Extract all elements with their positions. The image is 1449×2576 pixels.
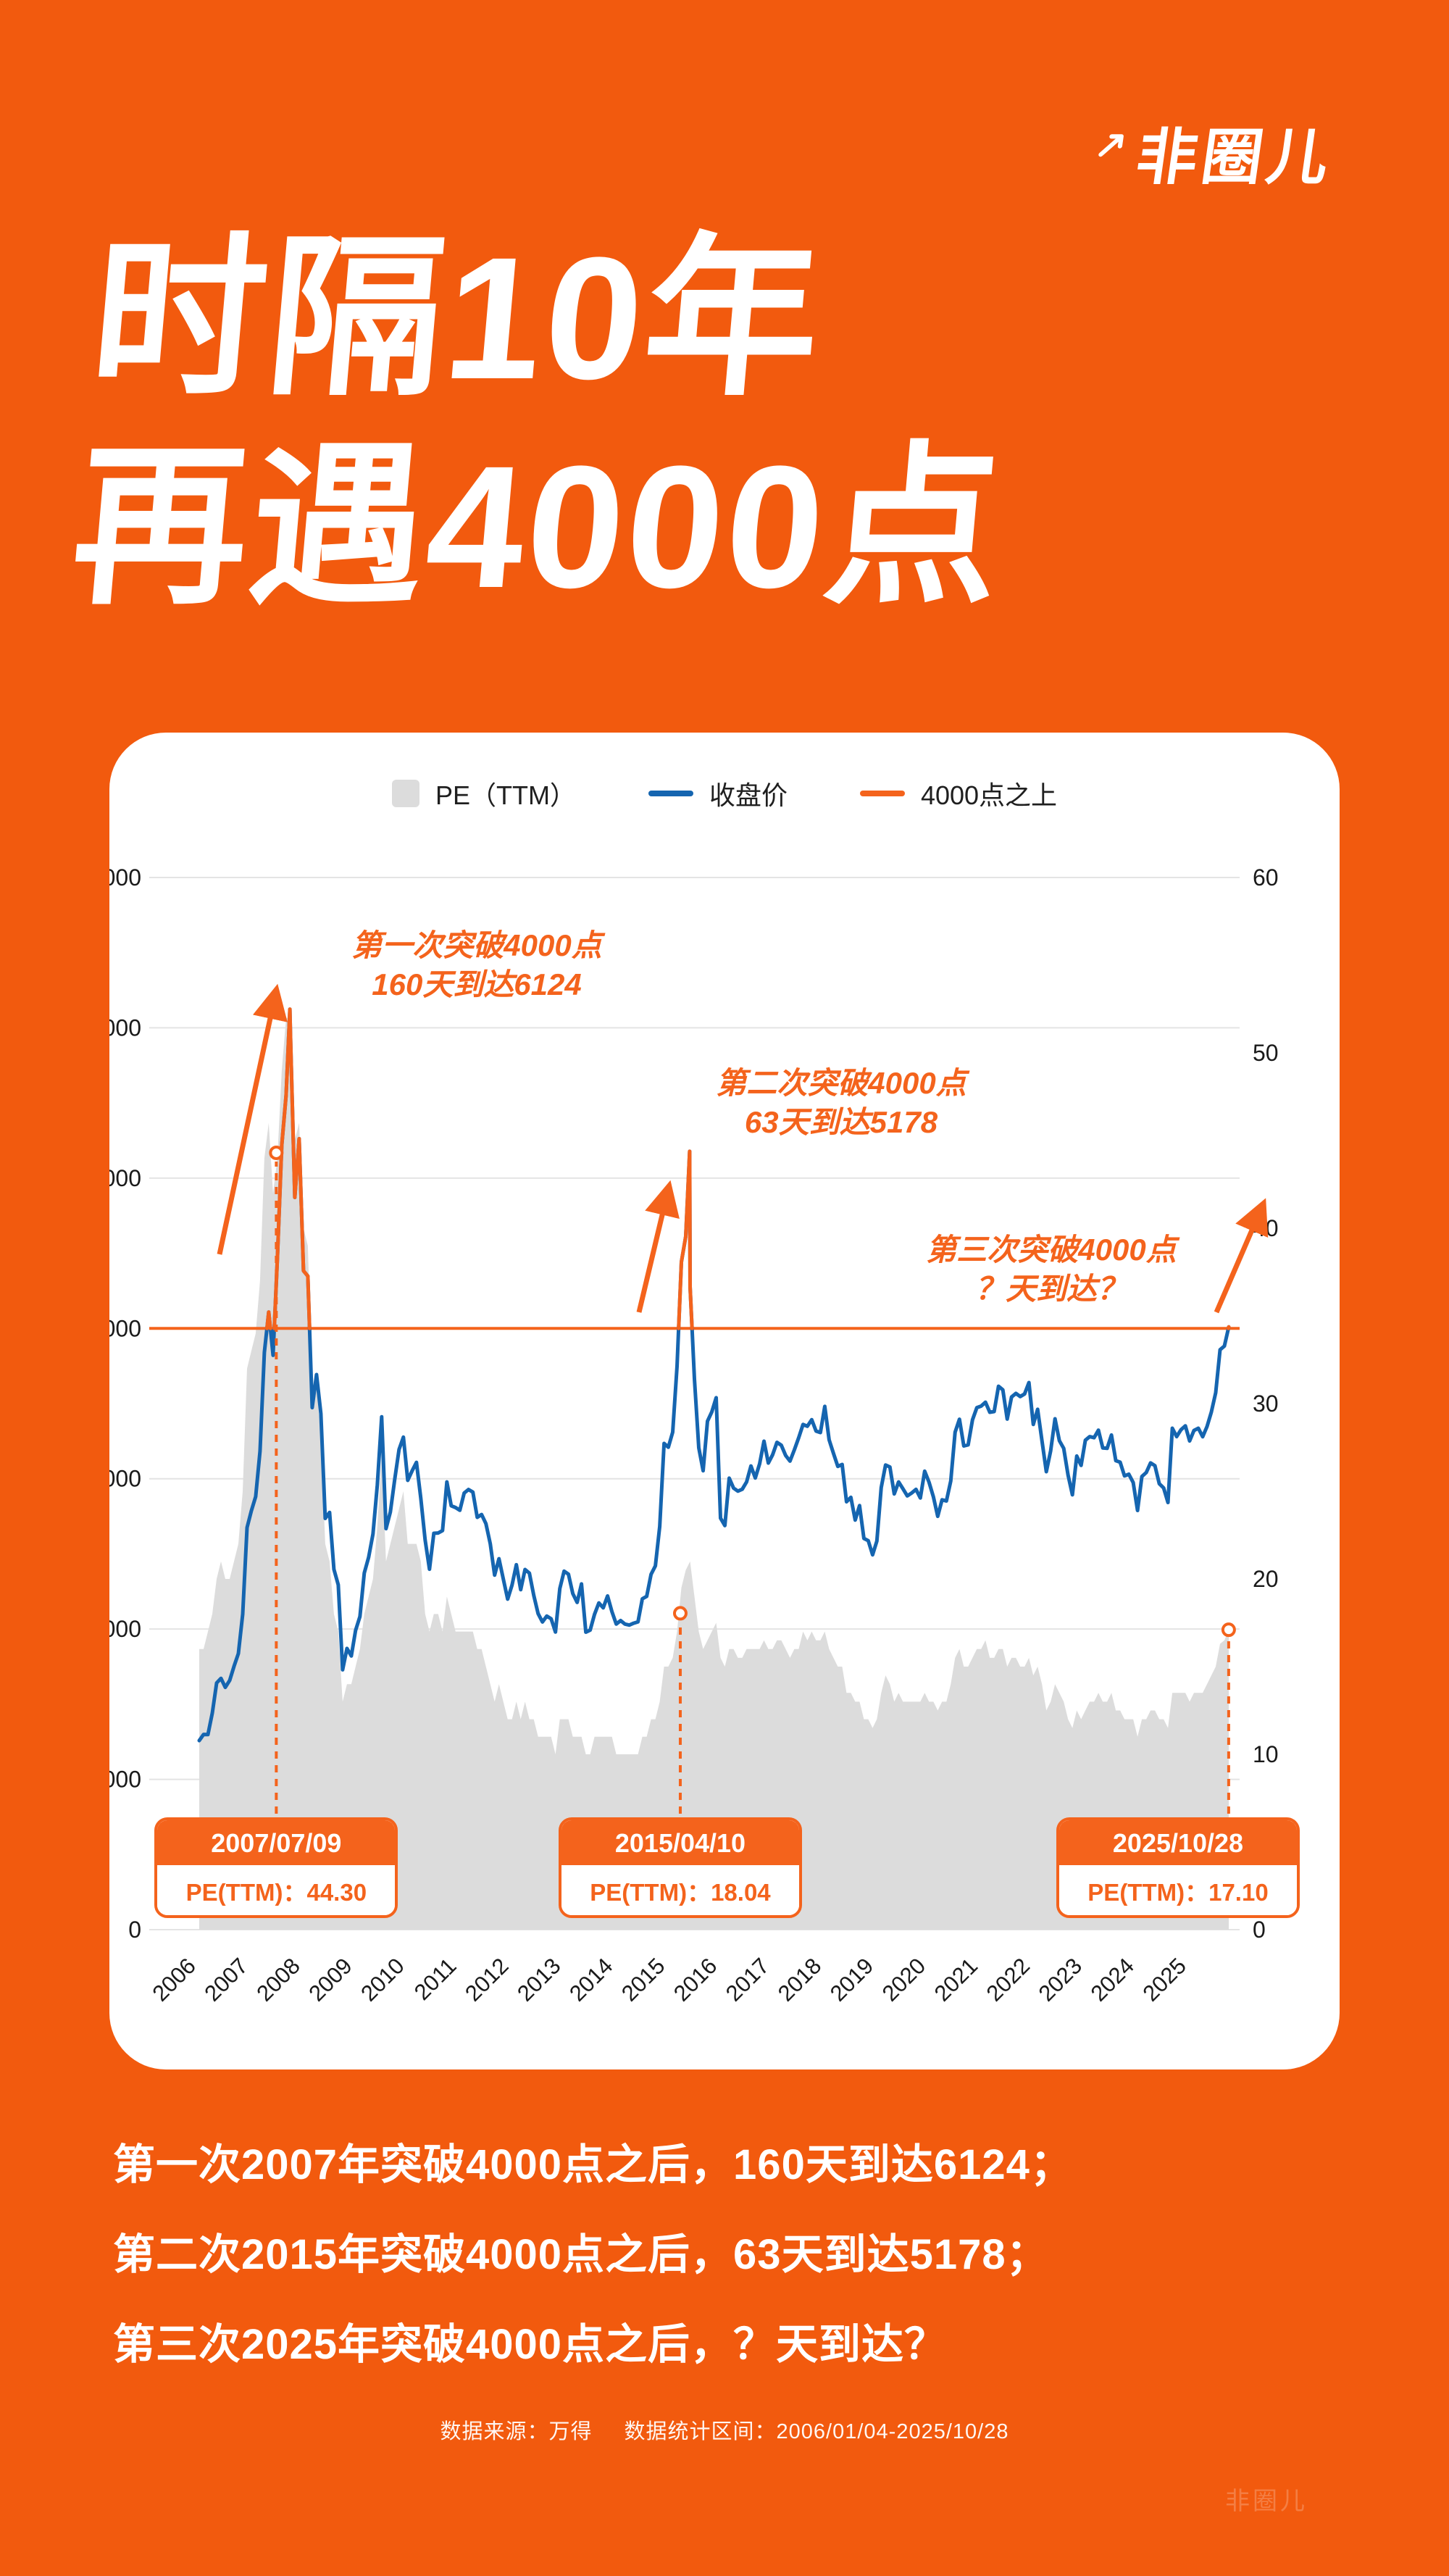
right-axis-label: 30 [1253, 1391, 1279, 1417]
left-axis-label: 4000 [109, 1315, 141, 1341]
chart-annotation: 第一次突破4000点 [351, 928, 605, 962]
right-axis-label: 0 [1253, 1917, 1266, 1943]
poster: 非圈儿 时隔10年 再遇4000点 PE（TTM） 收盘价 4000点之上 0 1… [0, 0, 1449, 2515]
watermark: 非圈儿 [1225, 2488, 1308, 2515]
right-axis-label: 20 [1253, 1566, 1279, 1592]
year-axis-label: 2008 [251, 1953, 305, 2006]
year-axis-label: 2011 [409, 1953, 462, 2005]
legend-item-pe: PE（TTM） [391, 775, 576, 812]
year-axis-label: 2024 [1086, 1953, 1140, 2006]
above-4000-line [265, 1310, 272, 1330]
close-price-line [197, 1007, 1231, 1743]
chart-annotation: 160天到达6124 [372, 967, 582, 1001]
brand-logo: 非圈儿 [1090, 109, 1339, 196]
pe-ttm-area [199, 1017, 1229, 1930]
year-axis-label: 2019 [825, 1953, 879, 2006]
right-axis-label: 10 [1253, 1741, 1279, 1767]
data-source-note: 数据来源：万得 数据统计区间：2006/01/04-2025/10/28 [0, 2414, 1449, 2445]
title-line-2: 再遇4000点 [65, 430, 1012, 624]
year-axis-label: 2020 [877, 1953, 931, 2006]
left-axis-label: 6000 [109, 1014, 141, 1041]
year-axis-label: 2010 [356, 1953, 409, 2006]
year-axis-label: 2022 [982, 1953, 1035, 2006]
year-axis-label: 2014 [564, 1953, 618, 2006]
left-axis-label: 7000 [109, 864, 141, 891]
above-4000-line [272, 1007, 312, 1330]
year-axis-label: 2023 [1034, 1953, 1087, 2006]
chart-card: PE（TTM） 收盘价 4000点之上 01000200030004000500… [109, 733, 1340, 2069]
right-axis-label: 50 [1253, 1040, 1279, 1066]
year-axis-label: 2015 [617, 1953, 670, 2006]
year-axis-label: 2021 [930, 1953, 983, 2006]
data-source: 数据来源：万得 [440, 2420, 593, 2443]
left-axis-label: 5000 [109, 1165, 141, 1191]
chart-legend: PE（TTM） 收盘价 4000点之上 [109, 733, 1340, 820]
marker-dot [672, 1606, 688, 1621]
year-axis-label: 2025 [1137, 1953, 1191, 2006]
legend-item-close: 收盘价 [648, 775, 788, 812]
above4000-line-swatch [859, 791, 905, 796]
year-axis-label: 2018 [773, 1953, 827, 2006]
left-axis-label: 2000 [109, 1616, 141, 1642]
logo-arrow-icon [1098, 133, 1124, 157]
annotation-arrow [217, 983, 288, 1255]
legend-label-close: 收盘价 [709, 780, 788, 810]
marker-dot [1221, 1622, 1236, 1638]
marker-callout-2025: 2025/10/28 PE(TTM)：17.10 [1056, 1817, 1300, 1918]
marker-pe-2025: PE(TTM)：17.10 [1059, 1865, 1297, 1915]
legend-label-pe: PE（TTM） [435, 780, 576, 810]
year-axis-label: 2017 [721, 1953, 774, 2006]
marker-date-2007: 2007/07/09 [157, 1820, 396, 1865]
price-pe-chart: 0100020003000400050006000700001020304050… [109, 864, 1279, 2006]
chart-annotation: 第二次突破4000点 [716, 1066, 969, 1100]
summary-line-1: 第一次2007年突破4000点之后，160天到达6124； [113, 2141, 1073, 2188]
data-range: 数据统计区间：2006/01/04-2025/10/28 [624, 2420, 1009, 2443]
left-axis-label: 0 [128, 1917, 141, 1943]
left-axis-label: 3000 [109, 1466, 141, 1492]
chart-annotation: 第三次突破4000点 [926, 1233, 1179, 1267]
summary-line-3: 第三次2025年突破4000点之后，？天到达？ [113, 2321, 948, 2368]
legend-item-above4000: 4000点之上 [859, 775, 1058, 812]
chart-annotation: ？天到达？ [975, 1272, 1127, 1306]
right-axis-label: 60 [1253, 864, 1279, 891]
marker-callout-2007: 2007/07/09 PE(TTM)：44.30 [154, 1817, 398, 1918]
marker-pe-2007: PE(TTM)：44.30 [157, 1865, 396, 1915]
year-axis-label: 2006 [147, 1953, 201, 2006]
summary-text: 第一次2007年突破4000点之后，160天到达6124； 第二次2015年突破… [113, 2120, 1449, 2390]
close-line-swatch [648, 791, 693, 796]
annotation-arrow [1214, 1198, 1269, 1314]
chart-annotation: 63天到达5178 [745, 1105, 938, 1139]
summary-line-2: 第二次2015年突破4000点之后，63天到达5178； [113, 2231, 1049, 2278]
title-line-1: 时隔10年 [83, 221, 831, 415]
marker-date-2015: 2015/04/10 [561, 1820, 799, 1865]
year-axis-label: 2009 [304, 1953, 357, 2006]
left-axis-label: 1000 [109, 1767, 141, 1793]
poster-title: 时隔10年 再遇4000点 [0, 0, 1449, 631]
marker-date-2025: 2025/10/28 [1059, 1820, 1297, 1865]
marker-pe-2015: PE(TTM)：18.04 [561, 1865, 799, 1915]
above-4000-line [677, 1149, 694, 1330]
year-axis-label: 2007 [199, 1953, 253, 2006]
year-axis-label: 2012 [460, 1953, 514, 2006]
marker-dot [269, 1145, 284, 1160]
year-axis-label: 2016 [669, 1953, 722, 2006]
marker-callout-2015: 2015/04/10 PE(TTM)：18.04 [558, 1817, 802, 1918]
pe-area-swatch [391, 780, 419, 807]
year-axis-label: 2013 [512, 1953, 566, 2006]
annotation-arrow [636, 1180, 680, 1313]
legend-label-above4000: 4000点之上 [920, 780, 1058, 810]
